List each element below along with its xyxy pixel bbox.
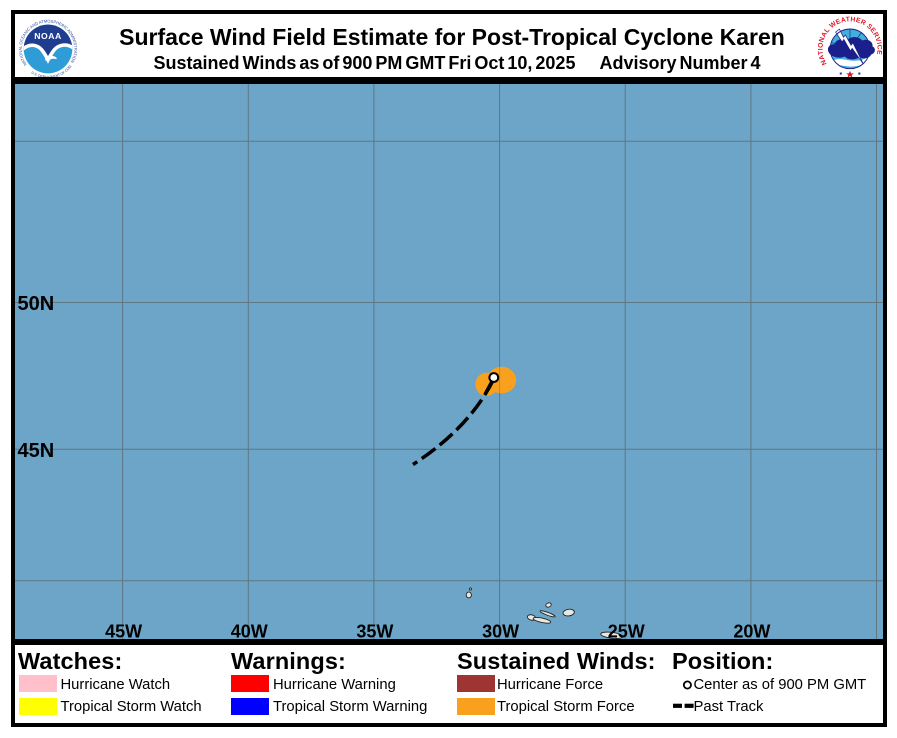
svg-text:35W: 35W <box>356 621 393 639</box>
svg-text:30W: 30W <box>482 621 519 639</box>
svg-text:40W: 40W <box>231 621 268 639</box>
svg-text:45W: 45W <box>105 621 142 639</box>
svg-text:NOAA: NOAA <box>34 31 61 41</box>
svg-text:50N: 50N <box>18 293 55 315</box>
svg-text:45N: 45N <box>18 439 55 461</box>
svg-text:25W: 25W <box>608 621 645 639</box>
svg-text:20W: 20W <box>733 621 770 639</box>
